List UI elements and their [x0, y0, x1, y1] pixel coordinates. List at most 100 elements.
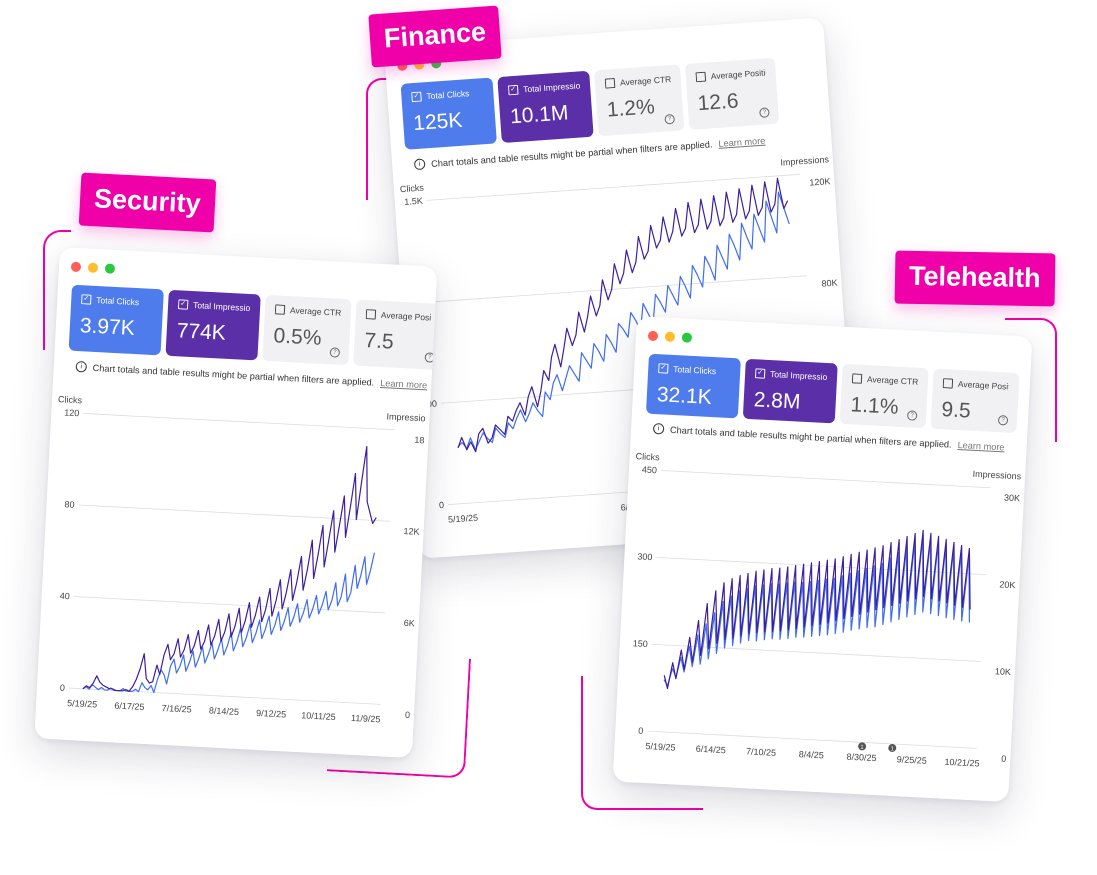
- right-tick-label: 0: [405, 710, 411, 720]
- x-tick-label: 9/12/25: [256, 708, 287, 720]
- annotation-marker-label: 1: [890, 746, 894, 752]
- info-icon: i: [413, 158, 426, 171]
- total-clicks-card[interactable]: ✓ Total Clicks 3.97K: [68, 284, 164, 356]
- total-impressions-card[interactable]: ✓ Total Impressions 2.8M: [742, 358, 838, 424]
- left-axis-label: Clicks: [400, 183, 425, 195]
- maximize-window-icon[interactable]: [104, 263, 116, 274]
- impressions-series-line: [82, 446, 377, 692]
- metric-label: Total Impressions: [192, 300, 251, 314]
- average-ctr-card[interactable]: Average CTR 1.2% ?: [594, 64, 685, 137]
- total-impressions-card[interactable]: ✓ Total Impressions 10.1M: [497, 70, 594, 144]
- help-icon[interactable]: ?: [329, 347, 341, 358]
- maximize-window-icon[interactable]: [681, 332, 693, 343]
- metric-label: Average CTR: [866, 374, 919, 387]
- x-tick-label: 7/10/25: [746, 746, 777, 758]
- metric-label: Average Position: [957, 378, 1010, 392]
- left-tick-label: 0: [60, 683, 66, 693]
- gridline: [73, 596, 386, 614]
- average-ctr-card[interactable]: Average CTR 0.5% ?: [262, 294, 352, 366]
- x-tick-label: 8/30/25: [846, 752, 877, 764]
- checkbox-checked-icon: ✓: [177, 299, 189, 310]
- gridline: [647, 730, 977, 749]
- telehealth-chart: ClicksImpressions450300150030K20K10K05/1…: [633, 451, 1022, 769]
- info-icon: i: [652, 423, 665, 435]
- metric-label: Average CTR: [619, 74, 672, 88]
- annotation-marker-label: 1: [860, 745, 864, 751]
- average-position-card[interactable]: Average Position 9.5 ?: [930, 368, 1020, 434]
- close-window-icon[interactable]: [70, 261, 82, 273]
- checkbox-unchecked-icon: [851, 373, 863, 384]
- left-tick-label: 120: [64, 407, 80, 418]
- left-tick-label: 450: [642, 464, 658, 475]
- checkbox-checked-icon: ✓: [411, 91, 422, 103]
- metric-label: Total Impressions: [769, 369, 828, 383]
- left-tick-label: 0: [439, 500, 445, 510]
- average-position-card[interactable]: Average Position 12.6 ?: [684, 57, 780, 130]
- metric-label: Total Clicks: [426, 88, 470, 102]
- clicks-series-line: [457, 191, 790, 451]
- metric-label: Average Position: [710, 67, 766, 82]
- x-tick-label: 6/17/25: [114, 700, 145, 712]
- metric-label: Total Clicks: [96, 294, 140, 308]
- total-impressions-card[interactable]: ✓ Total Impressions 774K: [165, 289, 261, 361]
- total-clicks-card[interactable]: ✓ Total Clicks 125K: [400, 77, 497, 150]
- right-tick-label: 12K: [403, 526, 420, 537]
- gridline: [651, 643, 982, 662]
- impressions-series-line: [663, 529, 971, 690]
- annotation-marker: [888, 743, 897, 752]
- metric-value: 32.1K: [656, 383, 713, 410]
- total-clicks-card[interactable]: ✓ Total Clicks 32.1K: [645, 353, 741, 419]
- right-axis-label: Impressio: [386, 411, 425, 423]
- metric-value: 1.2%: [606, 95, 656, 122]
- right-tick-label: 18: [414, 435, 425, 446]
- x-tick-label: 5/19/25: [645, 741, 676, 753]
- learn-more-link[interactable]: Learn more: [957, 439, 1005, 452]
- average-position-card[interactable]: Average Posi 7.5 ?: [353, 299, 438, 371]
- note-text: Chart totals and table results might be …: [92, 362, 375, 388]
- checkbox-unchecked-icon: [274, 304, 286, 315]
- annotation-marker: [858, 742, 867, 751]
- x-tick-label: 6/14/25: [695, 744, 726, 756]
- checkbox-unchecked-icon: [942, 378, 954, 389]
- metric-label: Average CTR: [289, 305, 342, 318]
- left-axis-label: Clicks: [58, 394, 83, 405]
- x-tick-label: 8/4/25: [799, 749, 825, 760]
- help-icon[interactable]: ?: [759, 107, 770, 118]
- learn-more-link[interactable]: Learn more: [379, 377, 428, 390]
- x-tick-label: 9/25/25: [897, 754, 928, 766]
- x-tick-label: 10/21/25: [944, 757, 980, 769]
- checkbox-unchecked-icon: [604, 77, 616, 89]
- average-ctr-card[interactable]: Average CTR 1.1% ?: [839, 363, 929, 429]
- window-controls: [70, 261, 116, 274]
- info-icon: i: [75, 360, 88, 373]
- minimize-window-icon[interactable]: [87, 262, 99, 274]
- metric-label: Total Impressions: [522, 80, 581, 95]
- left-tick-label: 0: [638, 726, 644, 736]
- finance-tag: Finance: [368, 5, 502, 68]
- right-tick-label: 0: [1001, 754, 1007, 764]
- right-axis-label: Impressions: [972, 469, 1021, 482]
- checkbox-unchecked-icon: [365, 309, 377, 320]
- left-tick-label: 80: [64, 499, 75, 510]
- impressions-series-line: [457, 177, 789, 453]
- metric-value: 12.6: [696, 89, 740, 116]
- help-icon[interactable]: ?: [664, 113, 676, 125]
- metric-value: 774K: [176, 319, 227, 345]
- left-axis-label: Clicks: [635, 451, 660, 462]
- clicks-series-line: [82, 552, 376, 694]
- gridline: [78, 504, 391, 522]
- minimize-window-icon[interactable]: [664, 331, 676, 343]
- metric-value: 2.8M: [753, 388, 802, 414]
- gridline: [426, 173, 800, 201]
- right-tick-label: 120K: [809, 176, 831, 187]
- checkbox-checked-icon: ✓: [754, 368, 766, 379]
- window-controls: [647, 330, 693, 343]
- gridline: [83, 413, 395, 431]
- finance-frame-accent: [366, 78, 388, 200]
- metric-value: 10.1M: [509, 101, 570, 129]
- x-tick-label: 8/14/25: [209, 705, 240, 717]
- security-tag: Security: [78, 172, 216, 233]
- metric-value: 0.5%: [273, 324, 323, 350]
- close-window-icon[interactable]: [647, 330, 659, 342]
